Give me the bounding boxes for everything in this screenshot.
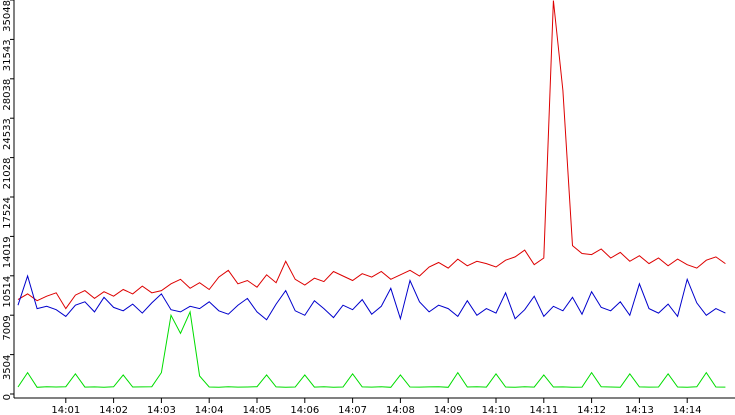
y-tick-label: 10514: [2, 276, 13, 308]
y-tick-label: 31543: [2, 39, 13, 71]
x-tick-label: 14:14: [673, 405, 702, 415]
y-tick-label: 14019: [2, 236, 13, 268]
x-tick-label: 14:03: [147, 405, 176, 415]
x-tick-label: 14:05: [243, 405, 272, 415]
y-tick-label: 24533: [2, 118, 13, 150]
x-tick-label: 14:11: [529, 405, 558, 415]
y-tick-label: 3504: [2, 355, 13, 380]
y-tick-label: 7009: [2, 315, 13, 340]
x-tick-label: 14:10: [482, 405, 511, 415]
x-tick-label: 14:07: [338, 405, 367, 415]
y-tick-label: 28038: [2, 79, 13, 111]
x-tick-label: 14:12: [577, 405, 606, 415]
series-line: [17, 0, 726, 310]
y-tick-label: 35048: [2, 0, 13, 32]
y-tick-label: 17524: [2, 197, 13, 229]
x-tick-label: 14:09: [434, 405, 463, 415]
x-tick-label: 14:04: [195, 405, 224, 415]
x-tick-label: 14:02: [99, 405, 128, 415]
series-line: [17, 310, 726, 388]
y-tick-label: 21028: [2, 158, 13, 190]
y-tick-label: 0: [2, 394, 13, 400]
x-tick-label: 14:06: [290, 405, 319, 415]
x-tick-label: 14:08: [386, 405, 415, 415]
x-tick-label: 14:01: [51, 405, 80, 415]
series-line: [17, 274, 726, 321]
x-tick-label: 14:13: [625, 405, 654, 415]
